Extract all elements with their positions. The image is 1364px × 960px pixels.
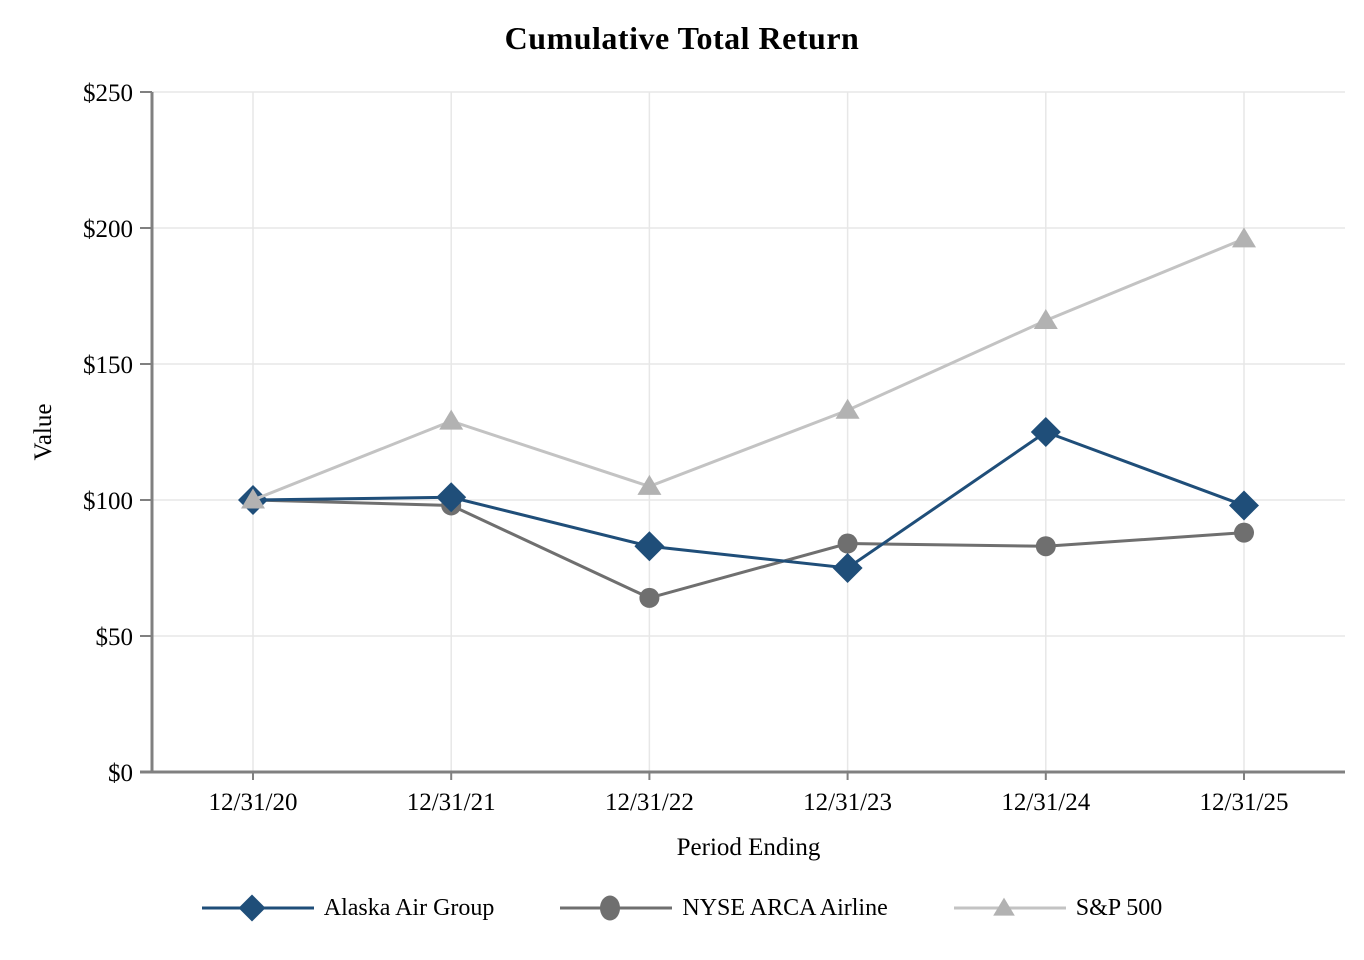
legend-diamond-glyph (238, 894, 266, 922)
circle-marker-icon (1035, 536, 1056, 557)
legend-item-sp-500: S&P 500 (953, 888, 1163, 928)
triangle-marker-icon (1232, 227, 1256, 248)
diamond-marker-icon (1030, 417, 1061, 447)
legend-item-alaska-air-group: Alaska Air Group (201, 888, 495, 928)
y-tick-label: $250 (83, 80, 133, 107)
y-tick-label: $50 (96, 624, 134, 651)
triangle-marker-icon (241, 488, 265, 509)
x-tick-label: 12/31/23 (803, 789, 892, 816)
legend-label-sp-500: S&P 500 (1075, 894, 1163, 921)
diamond-marker-icon (436, 482, 467, 513)
legend: Alaska Air Group NYSE ARCA Airline S&P 5… (0, 888, 1364, 928)
series-line-alaska-air-group (252, 430, 1245, 570)
diamond-marker-icon (832, 553, 863, 583)
chart-title: Cumulative Total Return (504, 20, 860, 56)
diamond-marker-icon (1229, 490, 1259, 521)
circle-marker-icon (837, 533, 858, 554)
x-tick-label: 12/31/22 (605, 789, 694, 816)
y-tick-label: $0 (108, 760, 133, 787)
legend-diamond-marker-icon (201, 894, 314, 922)
legend-label-nyse-arca-airline: NYSE ARCA Airline (682, 894, 888, 921)
x-axis-title: Period Ending (676, 834, 821, 861)
series-line-s-p-500 (252, 237, 1245, 502)
y-axis-title: Value (30, 403, 57, 461)
triangle-marker-icon (835, 398, 860, 419)
legend-label-alaska-air-group: Alaska Air Group (323, 894, 495, 921)
legend-item-nyse-arca-airline: NYSE ARCA Airline (560, 888, 888, 928)
x-tick-label: 12/31/20 (209, 789, 298, 816)
x-tick-label: 12/31/24 (1001, 789, 1090, 816)
y-tick-label: $150 (83, 352, 133, 379)
triangle-marker-icon (637, 474, 662, 495)
series-line-nyse-arca-airline (252, 498, 1245, 600)
legend-triangle-glyph (992, 897, 1015, 916)
legend-circle-glyph (600, 895, 621, 921)
legend-circle-marker-icon (560, 895, 673, 921)
series-s-p-500 (241, 227, 1256, 509)
y-tick-label: $200 (83, 216, 133, 243)
triangle-marker-icon (439, 409, 464, 430)
series-nyse-arca-airline (243, 490, 1254, 608)
triangle-marker-icon (1033, 308, 1058, 329)
legend-triangle-marker-icon (953, 897, 1066, 916)
circle-marker-icon (639, 587, 660, 608)
x-tick-label: 12/31/25 (1200, 789, 1289, 816)
diamond-marker-icon (634, 531, 665, 562)
y-tick-label: $100 (83, 488, 133, 515)
x-tick-label: 12/31/21 (407, 789, 496, 816)
circle-marker-icon (1234, 522, 1254, 543)
